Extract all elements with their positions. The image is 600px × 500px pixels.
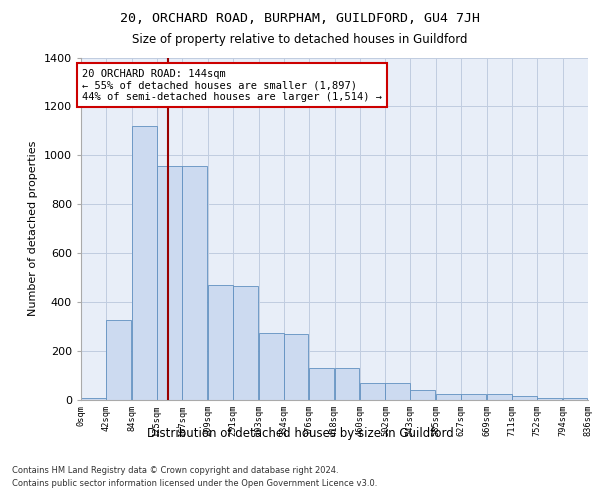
Bar	[233, 286, 258, 400]
Bar	[436, 394, 461, 400]
Text: Contains public sector information licensed under the Open Government Licence v3: Contains public sector information licen…	[12, 479, 377, 488]
Bar	[487, 394, 512, 400]
Bar	[512, 396, 537, 400]
Y-axis label: Number of detached properties: Number of detached properties	[28, 141, 38, 316]
Bar	[208, 285, 233, 400]
Bar	[309, 368, 334, 400]
Bar	[81, 398, 106, 400]
Bar	[259, 332, 284, 400]
Bar	[106, 320, 131, 400]
Bar	[461, 394, 486, 400]
Bar	[157, 166, 182, 400]
Bar	[360, 383, 385, 400]
Bar	[537, 398, 562, 400]
Text: Distribution of detached houses by size in Guildford: Distribution of detached houses by size …	[146, 428, 454, 440]
Text: 20 ORCHARD ROAD: 144sqm
← 55% of detached houses are smaller (1,897)
44% of semi: 20 ORCHARD ROAD: 144sqm ← 55% of detache…	[82, 68, 382, 102]
Bar	[284, 334, 308, 400]
Bar	[182, 166, 207, 400]
Bar	[132, 126, 157, 400]
Text: 20, ORCHARD ROAD, BURPHAM, GUILDFORD, GU4 7JH: 20, ORCHARD ROAD, BURPHAM, GUILDFORD, GU…	[120, 12, 480, 26]
Text: Size of property relative to detached houses in Guildford: Size of property relative to detached ho…	[132, 32, 468, 46]
Bar	[385, 383, 410, 400]
Bar	[410, 390, 435, 400]
Bar	[563, 398, 587, 400]
Bar	[335, 368, 359, 400]
Text: Contains HM Land Registry data © Crown copyright and database right 2024.: Contains HM Land Registry data © Crown c…	[12, 466, 338, 475]
